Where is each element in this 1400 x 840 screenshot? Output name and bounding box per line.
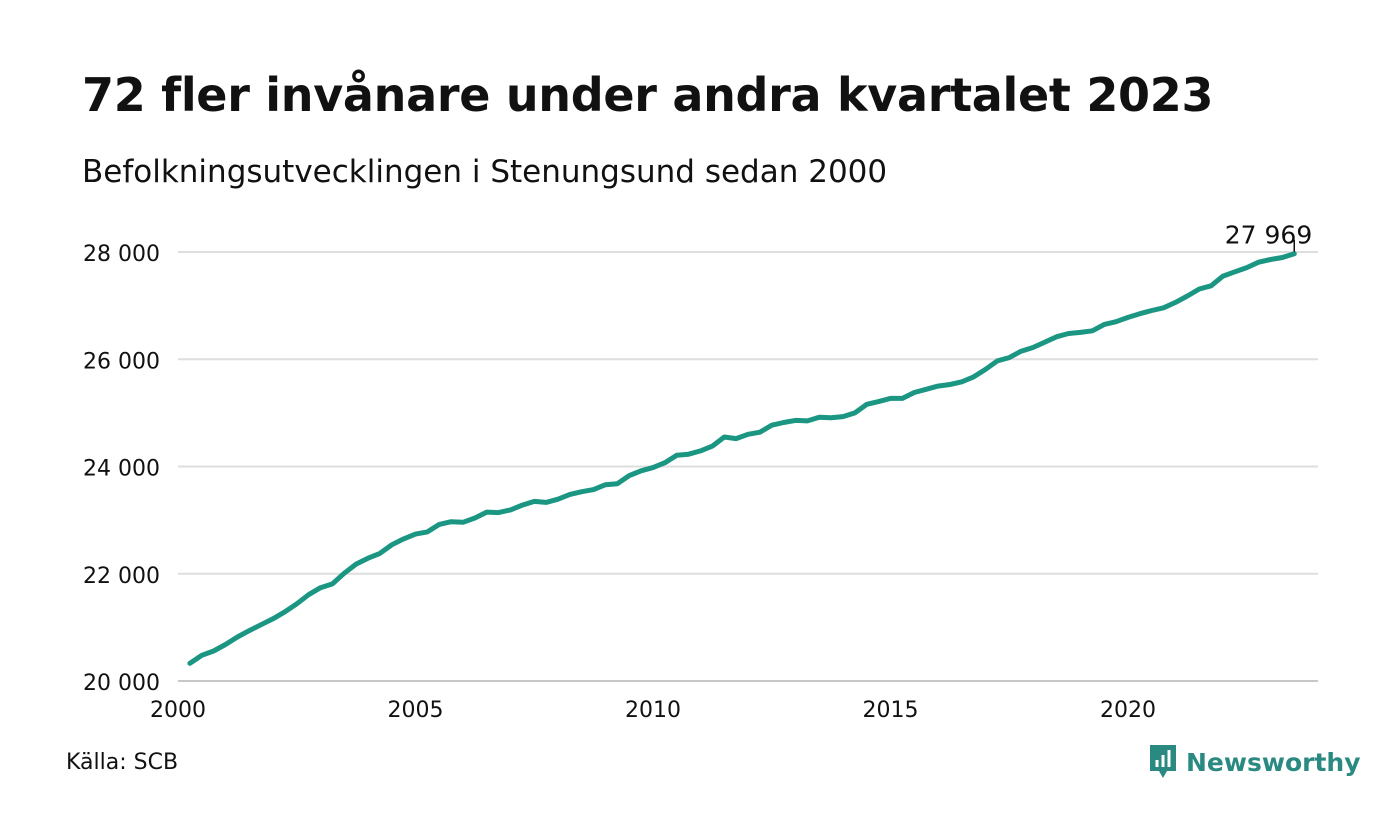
x-tick-label: 2010 (625, 698, 681, 723)
x-tick-label: 2015 (863, 698, 919, 723)
y-tick-label: 26 000 (83, 349, 160, 374)
chart-title: 72 fler invånare under andra kvartalet 2… (82, 68, 1214, 122)
end-value-label: 27 969 (1225, 221, 1312, 250)
brand-name: Newsworthy (1186, 747, 1361, 777)
x-tick-label: 2000 (150, 698, 206, 723)
x-tick-label: 2020 (1100, 698, 1156, 723)
y-tick-label: 20 000 (83, 671, 160, 696)
x-tick-label: 2005 (388, 698, 444, 723)
brand[interactable]: Newsworthy (1148, 744, 1361, 780)
chart-subtitle: Befolkningsutvecklingen i Stenungsund se… (82, 154, 888, 190)
y-tick-label: 22 000 (83, 564, 160, 589)
y-tick-label: 24 000 (83, 457, 160, 482)
y-tick-label: 28 000 (83, 242, 160, 267)
source-note: Källa: SCB (66, 750, 179, 775)
newsworthy-logo-icon (1150, 745, 1176, 778)
series-line (187, 251, 1297, 666)
